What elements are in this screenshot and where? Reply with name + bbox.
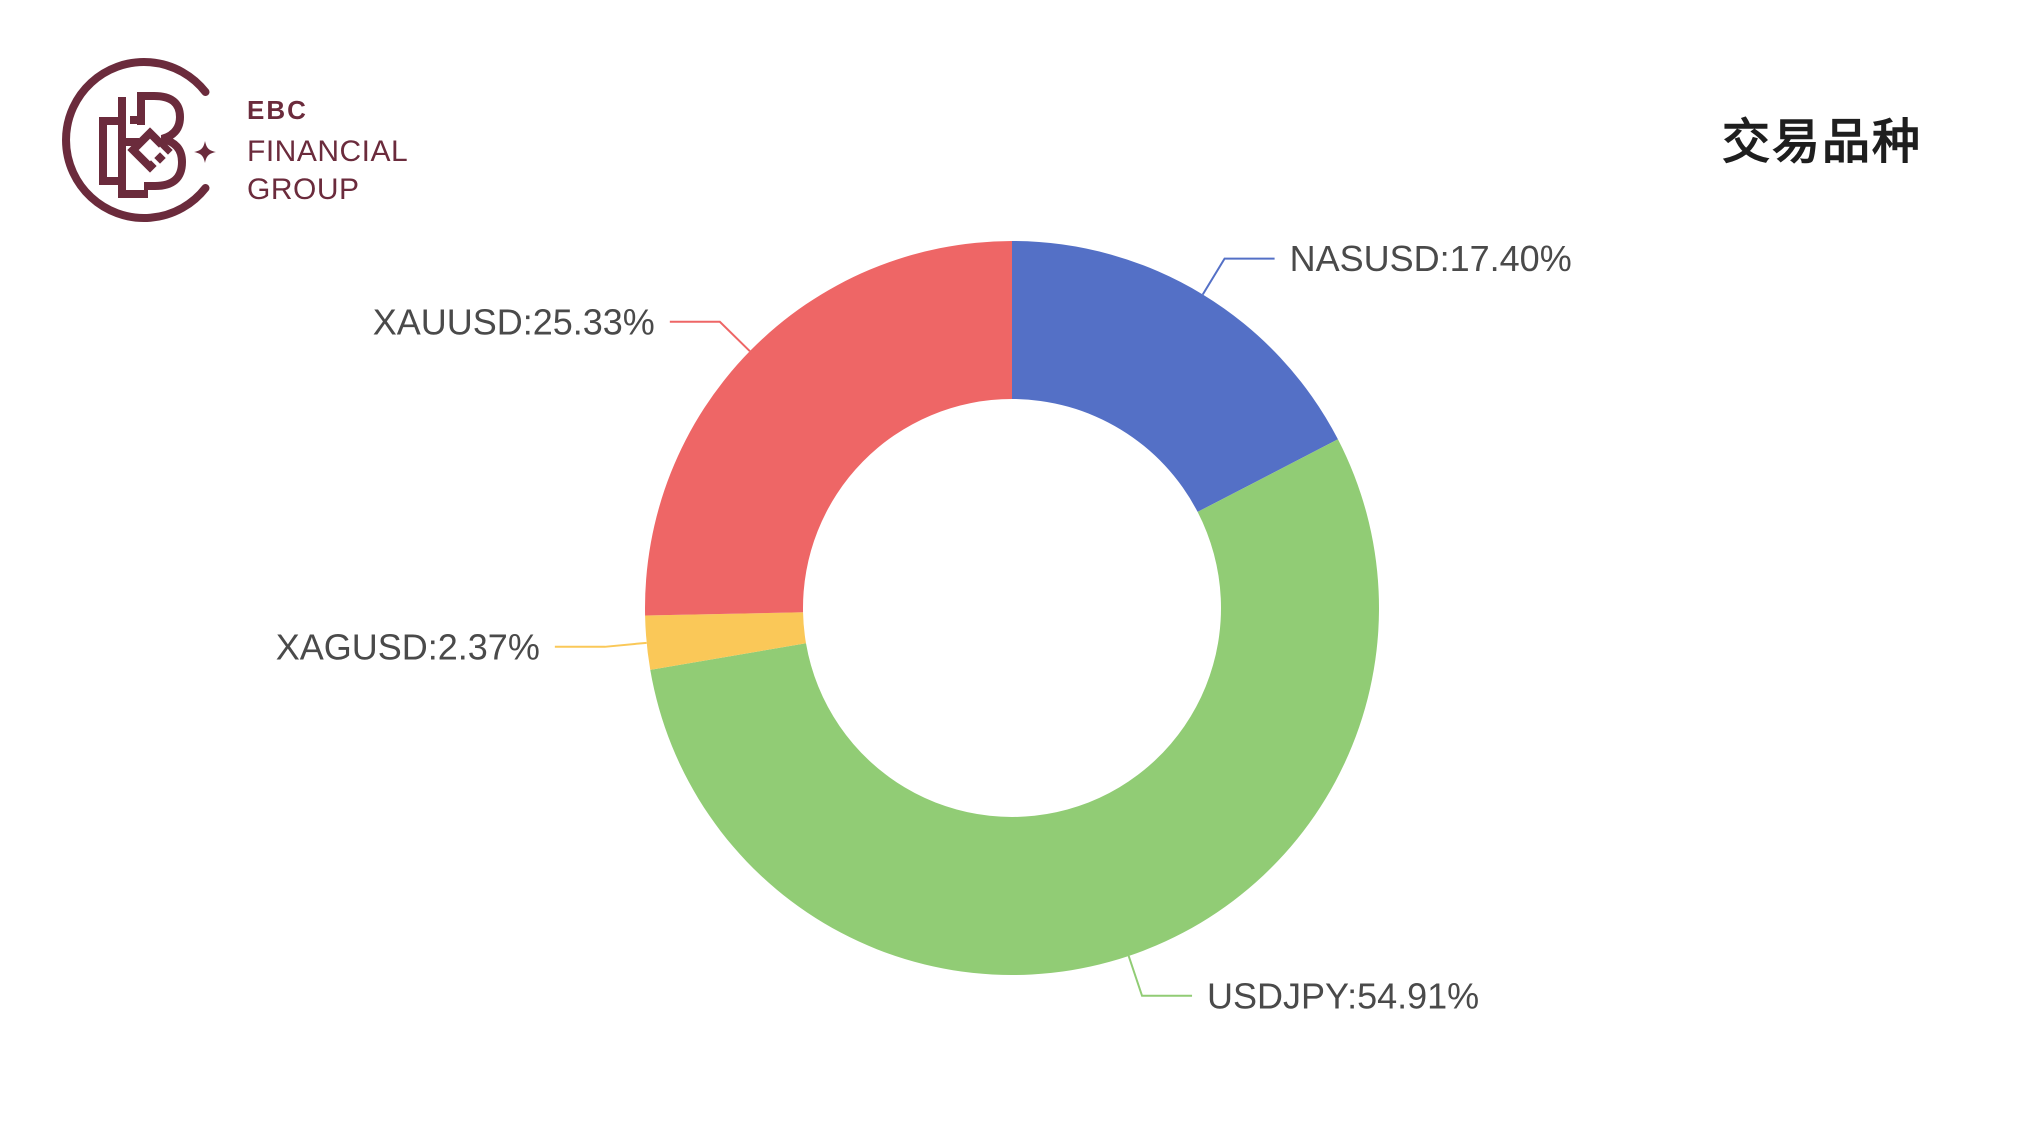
sparkle-star-icon xyxy=(194,141,216,163)
monogram-outer-e xyxy=(99,117,125,185)
pie-leader-USDJPY xyxy=(1127,955,1193,997)
pie-segment-USDJPY[interactable] xyxy=(650,439,1380,976)
pie-leader-XAUUSD xyxy=(669,320,751,352)
pie-segment-XAUUSD[interactable] xyxy=(645,241,1012,616)
pie-segment-XAGUSD[interactable] xyxy=(645,612,806,670)
pie-segment-NASUSD[interactable] xyxy=(1012,241,1338,512)
pie-label-USDJPY: USDJPY:54.91% xyxy=(1207,975,1479,1016)
ebc-logo: EBC FINANCIAL GROUP xyxy=(60,56,408,224)
brand-word-financial: FINANCIAL xyxy=(247,135,409,168)
monogram-diamond xyxy=(127,127,173,173)
page-title: 交易品种 xyxy=(1721,116,1922,169)
monogram-b xyxy=(137,92,187,190)
pie-leader-NASUSD xyxy=(1201,257,1275,295)
pie-leader-XAGUSD xyxy=(554,641,647,648)
pie-label-XAGUSD: XAGUSD:2.37% xyxy=(276,626,540,667)
brand-word-group: GROUP xyxy=(247,173,360,206)
ebc-logo-mark-icon xyxy=(62,58,216,222)
brand-wordmark: EBC FINANCIAL GROUP xyxy=(247,95,408,209)
monogram-diamond-dot xyxy=(148,146,172,170)
pie-label-NASUSD: NASUSD:17.40% xyxy=(1290,238,1572,279)
logo-circle xyxy=(62,58,210,222)
monogram-inner-stem xyxy=(118,97,148,198)
brand-name: EBC xyxy=(247,95,308,125)
pie-label-XAUUSD: XAUUSD:25.33% xyxy=(373,301,655,342)
